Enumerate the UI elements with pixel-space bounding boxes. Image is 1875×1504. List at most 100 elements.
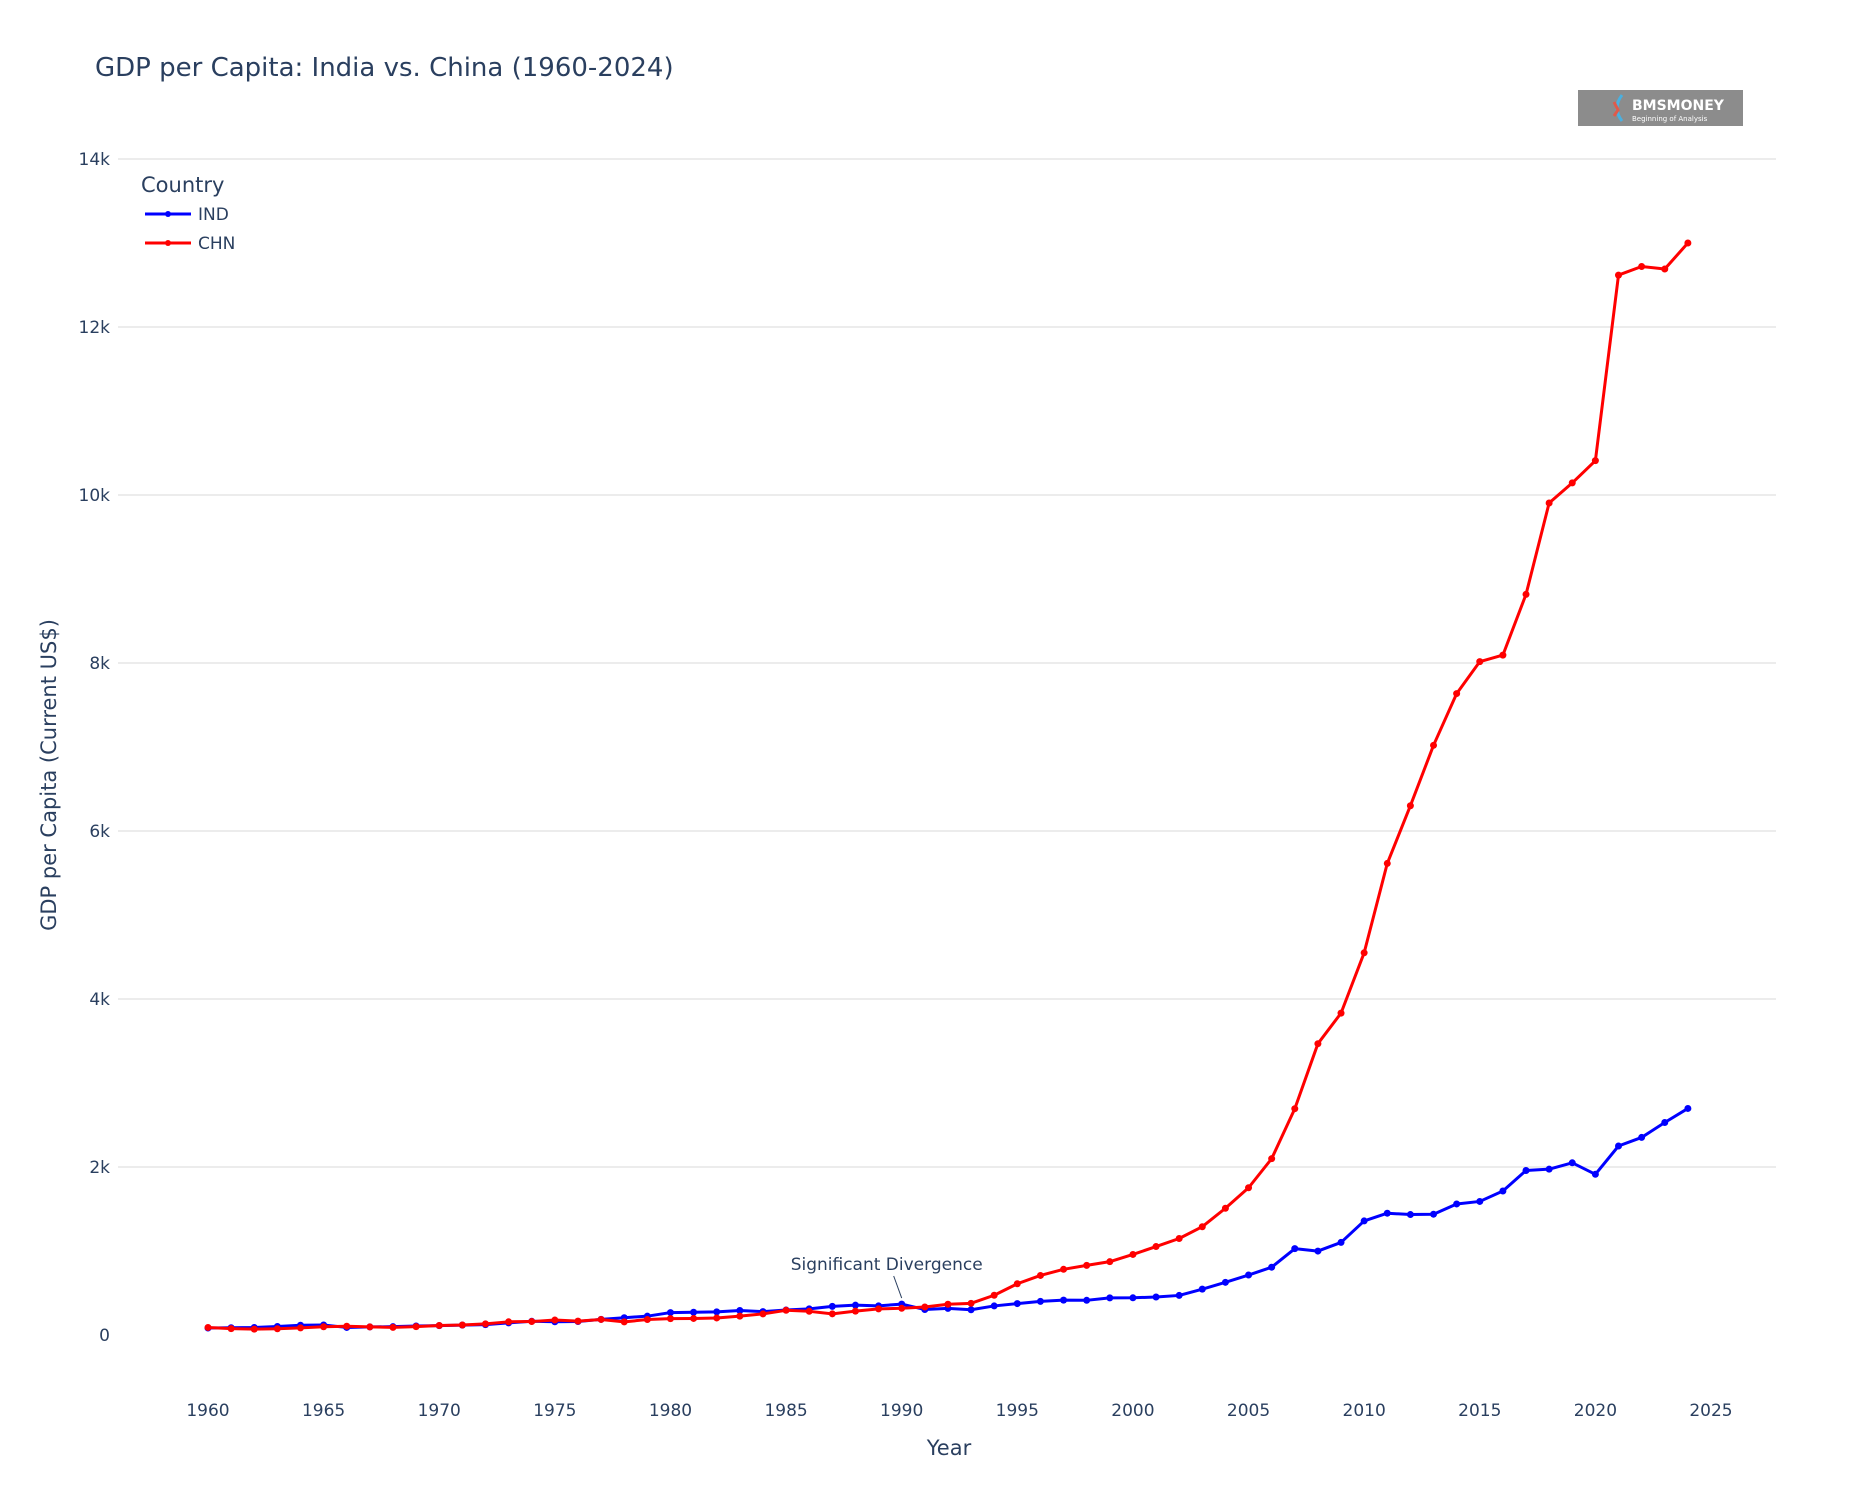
- data-point-ind: [1360, 1217, 1368, 1225]
- x-axis-ticks: 1960 1965 1970 1975 1980 1985 1990 1995 2000 2005…: [186, 1401, 1732, 1421]
- data-point-ind: [1175, 1291, 1183, 1299]
- data-point-ind: [1013, 1300, 1021, 1308]
- data-point-chn: [458, 1321, 466, 1329]
- data-point-chn: [643, 1316, 651, 1324]
- series-layer: [204, 239, 1692, 1333]
- x-tick-label: 1960: [186, 1401, 229, 1421]
- data-point-ind: [1083, 1296, 1091, 1304]
- data-point-chn: [1406, 802, 1414, 810]
- data-point-chn: [828, 1310, 836, 1318]
- data-point-chn: [1106, 1258, 1114, 1266]
- data-point-chn: [528, 1318, 536, 1326]
- data-point-chn: [1221, 1204, 1229, 1212]
- data-point-chn: [1684, 239, 1692, 247]
- data-point-ind: [1268, 1263, 1276, 1271]
- data-point-chn: [875, 1305, 883, 1313]
- data-point-chn: [620, 1318, 628, 1326]
- chart-title: GDP per Capita: India vs. China (1960-20…: [95, 53, 674, 83]
- series-ind: [204, 1104, 1692, 1332]
- data-point-chn: [1291, 1105, 1299, 1113]
- data-point-ind: [1337, 1238, 1345, 1246]
- legend-item-ind[interactable]: IND: [145, 205, 229, 225]
- series-chn: [204, 239, 1692, 1333]
- x-tick-label: 2010: [1343, 1401, 1386, 1421]
- data-point-chn: [1476, 658, 1484, 666]
- x-tick-label: 2025: [1689, 1401, 1732, 1421]
- data-point-chn: [320, 1323, 328, 1331]
- data-point-chn: [713, 1314, 721, 1322]
- data-point-ind: [1106, 1294, 1114, 1302]
- data-point-chn: [1430, 741, 1438, 749]
- logo-text: BMSMONEY: [1632, 98, 1725, 114]
- data-point-ind: [1314, 1247, 1322, 1255]
- data-point-ind: [1545, 1165, 1553, 1173]
- y-axis-ticks: 0 2k 4k 6k 8k 10k 12k 14k: [79, 150, 111, 1346]
- data-point-chn: [1175, 1234, 1183, 1242]
- data-point-chn: [1198, 1223, 1206, 1231]
- legend-item-chn[interactable]: CHN: [145, 234, 235, 254]
- data-point-chn: [1360, 949, 1368, 957]
- data-point-chn: [551, 1316, 559, 1324]
- data-point-chn: [1591, 457, 1599, 465]
- data-point-chn: [1661, 265, 1669, 273]
- data-point-chn: [1314, 1040, 1322, 1048]
- x-tick-label: 1965: [302, 1401, 345, 1421]
- data-point-chn: [343, 1322, 351, 1330]
- data-point-ind: [1245, 1271, 1253, 1279]
- data-point-chn: [666, 1315, 674, 1323]
- y-tick-label: 10k: [79, 486, 111, 506]
- data-point-chn: [505, 1318, 513, 1326]
- data-point-chn: [1522, 590, 1530, 598]
- data-point-ind: [1406, 1211, 1414, 1219]
- x-tick-label: 2020: [1574, 1401, 1617, 1421]
- x-tick-label: 1985: [764, 1401, 807, 1421]
- data-point-ind: [1383, 1209, 1391, 1217]
- data-point-chn: [1083, 1261, 1091, 1269]
- data-point-chn: [1268, 1155, 1276, 1163]
- logo: BMSMONEY Beginning of Analysis: [1578, 90, 1743, 126]
- data-point-chn: [736, 1312, 744, 1320]
- data-point-chn: [389, 1323, 397, 1331]
- data-point-ind: [1568, 1159, 1576, 1167]
- data-point-chn: [1060, 1265, 1068, 1273]
- annotation-label: Significant Divergence: [791, 1255, 983, 1275]
- data-point-chn: [1499, 651, 1507, 659]
- data-point-ind: [1499, 1187, 1507, 1195]
- y-tick-label: 2k: [89, 1158, 110, 1178]
- logo-tagline: Beginning of Analysis: [1632, 115, 1708, 123]
- data-point-chn: [1013, 1280, 1021, 1288]
- data-point-ind: [690, 1308, 698, 1316]
- data-point-ind: [828, 1302, 836, 1310]
- series-line-ind: [207, 1107, 1689, 1330]
- data-point-ind: [666, 1309, 674, 1317]
- data-point-chn: [250, 1325, 258, 1333]
- y-tick-label: 0: [99, 1326, 110, 1346]
- data-point-ind: [1661, 1118, 1669, 1126]
- data-point-chn: [921, 1303, 929, 1311]
- data-point-ind: [1129, 1294, 1137, 1302]
- x-tick-label: 1990: [880, 1401, 923, 1421]
- y-tick-label: 14k: [79, 150, 111, 170]
- x-axis-title: Year: [926, 1436, 972, 1460]
- data-point-chn: [990, 1291, 998, 1299]
- data-point-chn: [1152, 1243, 1160, 1251]
- x-tick-label: 2005: [1227, 1401, 1270, 1421]
- data-point-chn: [1568, 479, 1576, 487]
- data-point-chn: [597, 1315, 605, 1323]
- data-point-chn: [967, 1299, 975, 1307]
- x-tick-label: 1970: [418, 1401, 461, 1421]
- data-point-chn: [296, 1324, 304, 1332]
- legend-label-ind: IND: [198, 205, 229, 225]
- data-point-chn: [851, 1307, 859, 1315]
- data-point-chn: [366, 1323, 374, 1331]
- data-point-ind: [1198, 1285, 1206, 1293]
- annotation-arrow: [893, 1275, 903, 1299]
- data-point-ind: [1430, 1210, 1438, 1218]
- data-point-chn: [759, 1310, 767, 1318]
- legend-title: Country: [141, 173, 224, 197]
- x-tick-label: 2000: [1111, 1401, 1154, 1421]
- data-point-chn: [1615, 271, 1623, 279]
- x-tick-label: 1980: [649, 1401, 692, 1421]
- data-point-chn: [412, 1323, 420, 1331]
